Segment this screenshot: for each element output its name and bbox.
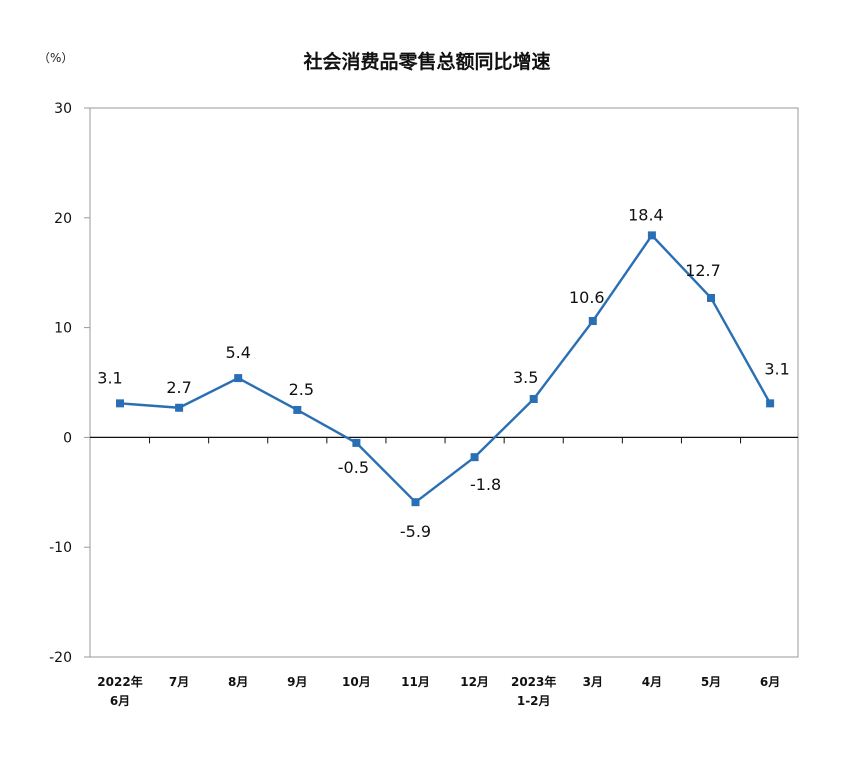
plot-frame <box>89 107 799 658</box>
data-label: -1.8 <box>470 475 501 494</box>
data-label: 3.1 <box>97 368 122 387</box>
y-tick-label: 0 <box>63 430 72 446</box>
x-axis: 2022年 6月 7月 8月 9月 10月 11月 12月 2023年 1-2月 3月 4月 5月 6月 <box>90 436 798 708</box>
data-label: 3.5 <box>513 368 538 387</box>
x-tick-label: 1-2月 <box>517 694 551 708</box>
y-tick-label: 20 <box>54 211 72 227</box>
x-tick-label: 12月 <box>460 675 489 689</box>
data-point-marker <box>293 405 302 414</box>
y-tick-label: -10 <box>49 540 72 556</box>
data-point-marker <box>411 498 420 507</box>
data-point-marker <box>529 394 538 403</box>
data-point-marker <box>234 374 243 383</box>
data-point-marker <box>470 453 479 462</box>
data-point-marker <box>588 317 597 326</box>
y-tick-label: 10 <box>54 321 72 337</box>
data-label: 10.6 <box>569 288 605 307</box>
data-point-marker <box>116 399 124 408</box>
x-tick-label: 5月 <box>701 675 721 689</box>
data-label: 5.4 <box>225 343 250 362</box>
data-label: -0.5 <box>338 458 369 477</box>
y-axis-unit: （%） <box>38 51 73 65</box>
x-tick-label: 11月 <box>401 675 430 689</box>
data-label: -5.9 <box>400 522 431 541</box>
y-tick-label: 30 <box>54 101 72 117</box>
x-tick-label: 3月 <box>583 675 603 689</box>
x-tick-label: 10月 <box>342 675 371 689</box>
y-tick-label: -20 <box>49 650 72 666</box>
data-label: 2.7 <box>166 378 191 397</box>
chart-title: 社会消费品零售总额同比增速 <box>302 50 550 73</box>
x-tick-label: 7月 <box>169 675 189 689</box>
series-layer <box>116 231 775 507</box>
data-label: 12.7 <box>685 261 721 280</box>
x-tick-label: 6月 <box>110 694 130 708</box>
data-point-marker <box>707 293 715 302</box>
x-tick-label: 4月 <box>642 675 662 689</box>
data-point-marker <box>766 399 775 408</box>
data-label: 3.1 <box>764 359 789 378</box>
x-tick-label: 6月 <box>760 675 780 689</box>
data-labels: 3.1 2.7 5.4 2.5 -0.5 -5.9 -1.8 3.5 10.6 18.4 12.7 3… <box>97 205 790 541</box>
x-tick-label: 2022年 <box>97 674 142 689</box>
x-tick-label: 2023年 <box>511 674 556 689</box>
data-label: 2.5 <box>289 380 314 399</box>
y-axis: -20 -10 0 10 20 30 <box>49 101 90 666</box>
data-point-marker <box>647 231 656 240</box>
x-tick-label: 8月 <box>228 675 248 689</box>
data-point-marker <box>352 438 361 447</box>
x-tick-label: 9月 <box>287 675 307 689</box>
series-line <box>119 234 772 504</box>
data-label: 18.4 <box>628 205 664 224</box>
data-point-marker <box>175 403 184 412</box>
